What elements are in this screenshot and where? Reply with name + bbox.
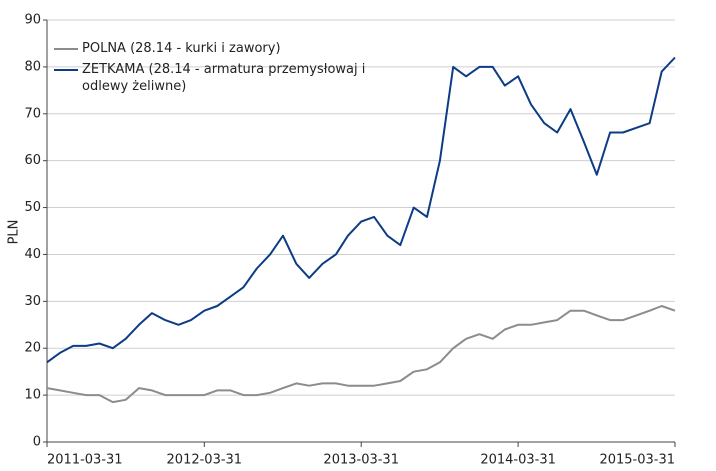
y-tick-label: 50 [24, 200, 41, 215]
x-tick-label: 2014-03-31 [480, 453, 556, 468]
y-tick-label: 20 [24, 341, 41, 356]
legend-item: ZETKAMA (28.14 - armatura przemysłowaj i… [54, 61, 374, 95]
x-tick-label: 2015-03-31 [599, 453, 675, 468]
series-line [46, 305, 676, 404]
y-tick-label: 60 [24, 153, 41, 168]
series-line [46, 56, 676, 364]
legend: POLNA (28.14 - kurki i zawory) ZETKAMA (2… [54, 40, 374, 99]
legend-swatch [54, 48, 78, 50]
x-tick-label: 2013-03-31 [323, 453, 399, 468]
y-tick-label: 0 [33, 435, 41, 450]
y-tick-label: 90 [24, 13, 41, 28]
legend-item: POLNA (28.14 - kurki i zawory) [54, 40, 374, 57]
y-tick-label: 80 [24, 59, 41, 74]
y-axis-label: PLN [7, 220, 22, 245]
y-tick-label: 30 [24, 294, 41, 309]
x-tick-label: 2012-03-31 [167, 453, 243, 468]
legend-label: ZETKAMA (28.14 - armatura przemysłowaj i… [82, 62, 366, 94]
x-tick-label: 2011-03-31 [47, 453, 123, 468]
legend-label: POLNA (28.14 - kurki i zawory) [82, 41, 281, 56]
y-tick-label: 10 [24, 388, 41, 403]
legend-swatch [54, 69, 78, 71]
y-tick-label: 40 [24, 247, 41, 262]
y-tick-label: 70 [24, 106, 41, 121]
